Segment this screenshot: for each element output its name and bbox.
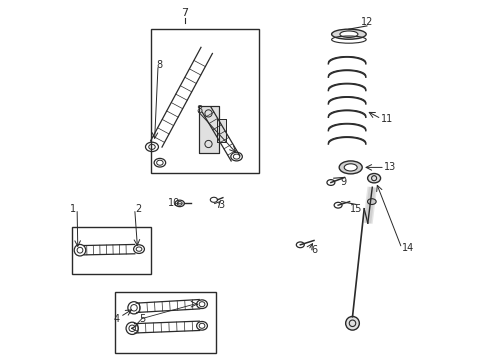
Circle shape	[345, 316, 359, 330]
Ellipse shape	[367, 174, 380, 183]
Text: 10: 10	[168, 198, 180, 208]
Bar	[199, 106, 219, 153]
Bar	[217, 119, 226, 142]
Text: 6: 6	[311, 245, 317, 255]
Bar	[72, 227, 151, 274]
Text: 14: 14	[401, 243, 413, 253]
Text: 11: 11	[380, 114, 392, 124]
Bar	[151, 29, 258, 173]
Text: 12: 12	[360, 17, 372, 27]
Text: 4: 4	[113, 314, 120, 324]
Text: 9: 9	[340, 177, 346, 187]
Text: 5: 5	[139, 314, 145, 324]
Ellipse shape	[331, 29, 366, 39]
Ellipse shape	[344, 164, 356, 171]
Ellipse shape	[339, 31, 357, 37]
Text: 3: 3	[218, 200, 224, 210]
Text: 7: 7	[181, 8, 188, 18]
Text: 2: 2	[135, 204, 141, 214]
Text: 15: 15	[349, 204, 362, 214]
Ellipse shape	[339, 161, 362, 174]
Text: 8: 8	[157, 60, 163, 70]
Text: 8: 8	[196, 105, 202, 115]
Text: 13: 13	[384, 162, 396, 172]
Bar	[115, 292, 215, 353]
Bar	[217, 119, 226, 142]
Ellipse shape	[367, 199, 375, 204]
Bar	[199, 106, 219, 153]
Text: 1: 1	[70, 204, 77, 214]
